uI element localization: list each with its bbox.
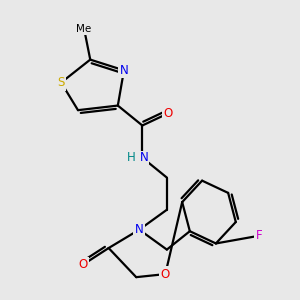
Text: F: F <box>256 229 262 242</box>
Text: Me: Me <box>76 24 92 34</box>
Text: O: O <box>164 107 173 120</box>
Text: N: N <box>140 151 148 164</box>
Text: H: H <box>127 151 136 164</box>
Text: O: O <box>161 268 170 281</box>
Text: N: N <box>120 64 128 77</box>
Text: S: S <box>58 76 65 89</box>
Text: N: N <box>135 223 144 236</box>
Text: O: O <box>78 258 87 272</box>
